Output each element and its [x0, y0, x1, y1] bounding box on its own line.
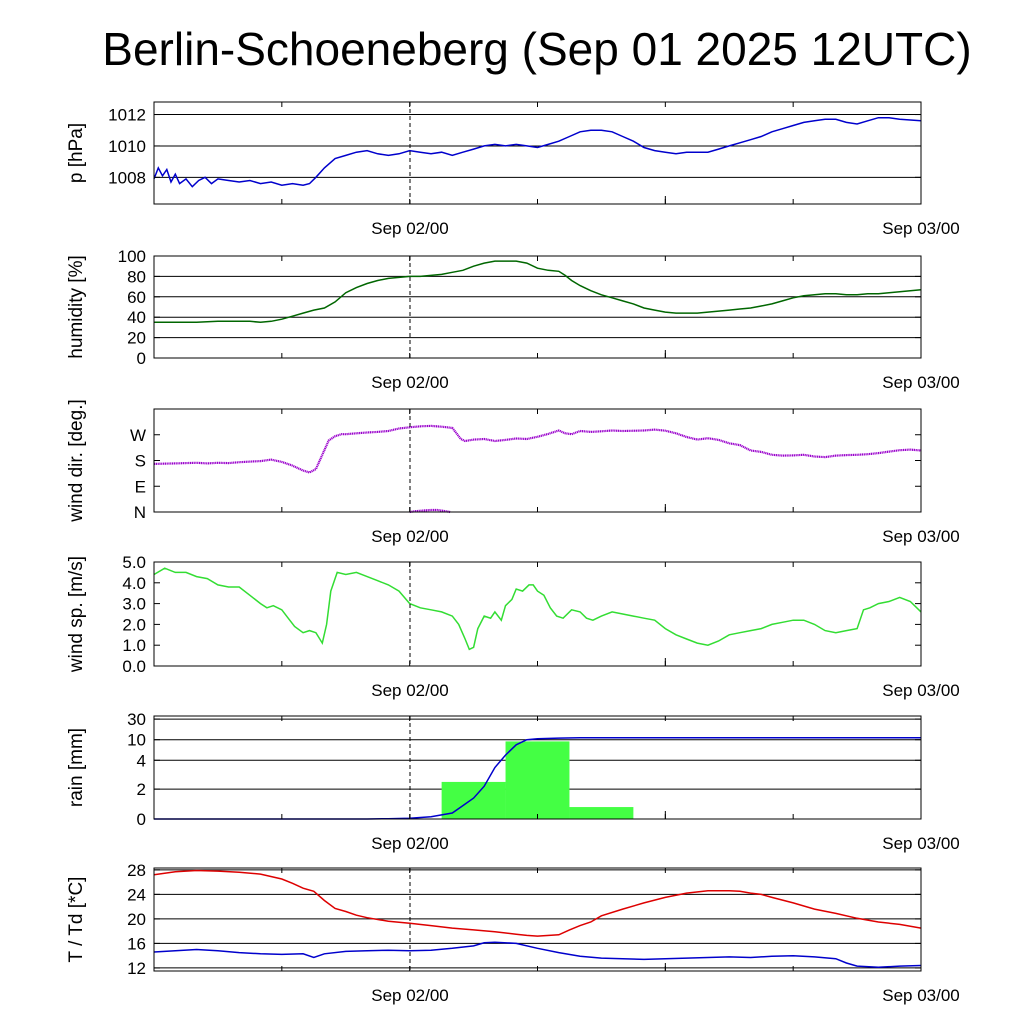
y-tick-label: 60	[127, 288, 146, 307]
time-label-mid: Sep 02/00	[371, 373, 449, 392]
series-line-0	[154, 737, 921, 820]
time-label-mid: Sep 02/00	[371, 527, 449, 546]
y-tick-label: E	[135, 477, 146, 496]
y-tick-label: 10	[127, 731, 146, 750]
time-label-end: Sep 03/00	[882, 219, 960, 238]
y-axis-title: wind sp. [m/s]	[66, 556, 87, 673]
y-tick-label: 2	[137, 780, 146, 799]
time-label-mid: Sep 02/00	[371, 986, 449, 1005]
chart-title: Berlin-Schoeneberg (Sep 01 2025 12UTC)	[102, 23, 972, 75]
rain-bar	[569, 807, 634, 819]
y-tick-label: 40	[127, 308, 146, 327]
series-line-0	[153, 116, 922, 188]
y-tick-label: 1.0	[122, 636, 146, 655]
y-tick-label: 1008	[108, 168, 146, 187]
y-tick-label: 20	[127, 329, 146, 348]
time-label-end: Sep 03/00	[882, 527, 960, 546]
y-tick-label: 12	[127, 959, 146, 978]
series-line-0	[153, 567, 922, 651]
y-tick-label: 4	[137, 751, 146, 770]
y-tick-label: 5.0	[122, 553, 146, 572]
y-tick-label: 0	[137, 349, 146, 368]
panel-frame	[153, 408, 922, 513]
panel-frame	[153, 255, 922, 359]
time-label-end: Sep 03/00	[882, 681, 960, 700]
panel-frame	[153, 867, 922, 972]
wind-dir-series	[153, 424, 922, 474]
y-axis-title: T / Td [*C]	[66, 877, 87, 963]
time-label-end: Sep 03/00	[882, 373, 960, 392]
y-tick-label: 28	[127, 861, 146, 880]
y-tick-label: 16	[127, 934, 146, 953]
time-label-end: Sep 03/00	[882, 986, 960, 1005]
y-axis-title: p [hPa]	[66, 123, 87, 183]
panel-0: 1008 1010 1012 p [hPa] Sep 02/00 Sep 03/00	[66, 101, 960, 238]
panel-frame	[153, 561, 922, 667]
time-label-mid: Sep 02/00	[371, 681, 449, 700]
y-tick-label: 20	[127, 910, 146, 929]
y-tick-label: 1010	[108, 137, 146, 156]
y-axis-title: wind dir. [deg.]	[66, 399, 87, 523]
y-tick-label: 1012	[108, 106, 146, 125]
series-line-1	[153, 941, 922, 969]
y-tick-label: 4.0	[122, 574, 146, 593]
y-tick-label: 24	[127, 885, 146, 904]
series-line-0	[153, 869, 922, 937]
panel-frame	[153, 101, 922, 205]
y-tick-label: 3.0	[122, 595, 146, 614]
y-tick-label: 80	[127, 267, 146, 286]
time-label-mid: Sep 02/00	[371, 834, 449, 853]
y-axis-title: rain [mm]	[66, 728, 87, 807]
time-label-mid: Sep 02/00	[371, 219, 449, 238]
y-tick-label: W	[130, 426, 146, 445]
y-axis-title: humidity [%]	[66, 255, 87, 358]
series-line-0	[154, 260, 922, 324]
panel-5: 12 16 20 24 28 T / Td [*C] Sep 02/00 Sep 03/00	[66, 861, 960, 1005]
y-tick-label: 30	[127, 710, 146, 729]
panel-3: 0.0 1.0 2.03.0 4.0 5.0 wind sp. [m/s] Sep 02/0…	[66, 553, 960, 700]
y-tick-label: 100	[118, 247, 146, 266]
wind-dir-series	[409, 508, 451, 514]
time-label-end: Sep 03/00	[882, 834, 960, 853]
panel-4: 0 2 410 30 rain [mm] Sep 02/00 Sep 03/00	[66, 710, 960, 853]
y-tick-label: S	[135, 452, 146, 471]
y-tick-label: 0	[137, 810, 146, 829]
y-tick-label: N	[134, 503, 146, 522]
y-tick-label: 2.0	[122, 615, 146, 634]
rain-bar	[505, 741, 570, 819]
y-tick-label: 0.0	[122, 657, 146, 676]
